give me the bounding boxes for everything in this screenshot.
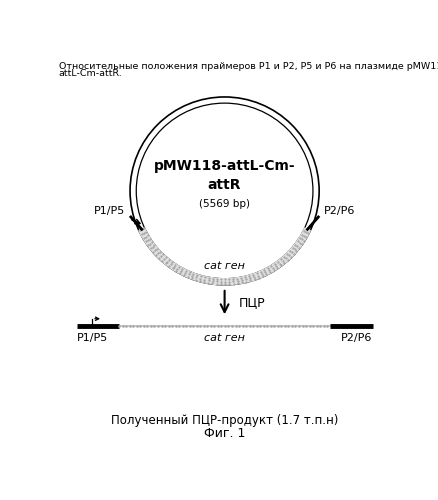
Text: Фиг. 1: Фиг. 1 bbox=[203, 427, 245, 440]
Text: cat ген: cat ген bbox=[204, 262, 244, 272]
Text: Относительные положения праймеров P1 и P2, P5 и P6 на плазмиде pMW118-: Относительные положения праймеров P1 и P… bbox=[59, 62, 438, 72]
Text: Полученный ПЦР-продукт (1.7 т.п.н): Полученный ПЦР-продукт (1.7 т.п.н) bbox=[111, 414, 338, 427]
Text: P1/P5: P1/P5 bbox=[93, 206, 124, 216]
Text: P1/P5: P1/P5 bbox=[76, 332, 108, 342]
Text: pMW118-attL-Cm-
attR: pMW118-attL-Cm- attR bbox=[153, 160, 295, 192]
Polygon shape bbox=[138, 228, 310, 285]
Text: (5569 bp): (5569 bp) bbox=[199, 199, 250, 209]
Text: ПЦР: ПЦР bbox=[238, 296, 265, 309]
Text: P2/P6: P2/P6 bbox=[324, 206, 355, 216]
Text: attL-Cm-attR.: attL-Cm-attR. bbox=[59, 69, 122, 78]
Text: cat ген: cat ген bbox=[204, 332, 244, 342]
Text: P2/P6: P2/P6 bbox=[340, 332, 372, 342]
